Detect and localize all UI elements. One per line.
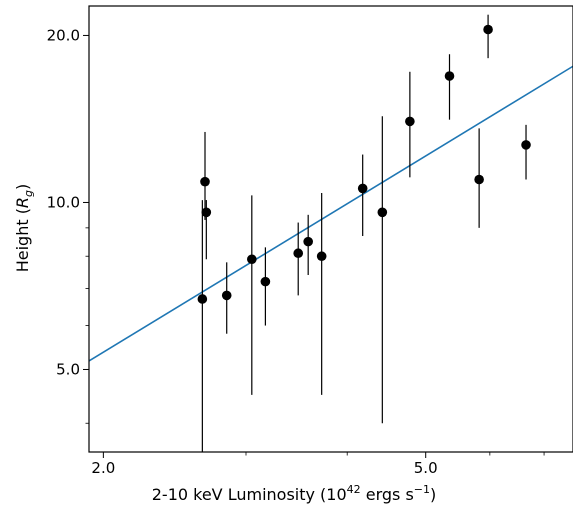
x-axis-label: 2-10 keV Luminosity (1042 ergs s−1)	[152, 483, 437, 504]
data-point	[483, 24, 493, 35]
x-tick-label: 2.0	[91, 459, 115, 477]
data-point	[377, 207, 388, 218]
data-point	[444, 71, 455, 81]
y-axis-label: Height (Rg)	[13, 184, 35, 273]
data-point	[293, 248, 304, 259]
y-tick-label: 10.0	[47, 193, 80, 211]
data-point	[474, 174, 484, 185]
data-point	[521, 140, 531, 150]
plot-frame	[88, 5, 573, 453]
x-tick-label: 5.0	[414, 459, 438, 477]
data-point	[247, 254, 257, 265]
y-tick-label: 5.0	[56, 360, 80, 378]
data-point	[260, 276, 271, 287]
fit-line	[88, 65, 573, 362]
data-point	[405, 116, 415, 127]
data-point	[197, 294, 208, 304]
data-point	[303, 236, 313, 247]
data-point	[201, 207, 212, 218]
y-tick-label: 20.0	[47, 26, 80, 44]
data-point	[316, 251, 327, 262]
data-point	[221, 290, 232, 301]
data-point	[200, 176, 210, 187]
data-point	[357, 183, 368, 194]
